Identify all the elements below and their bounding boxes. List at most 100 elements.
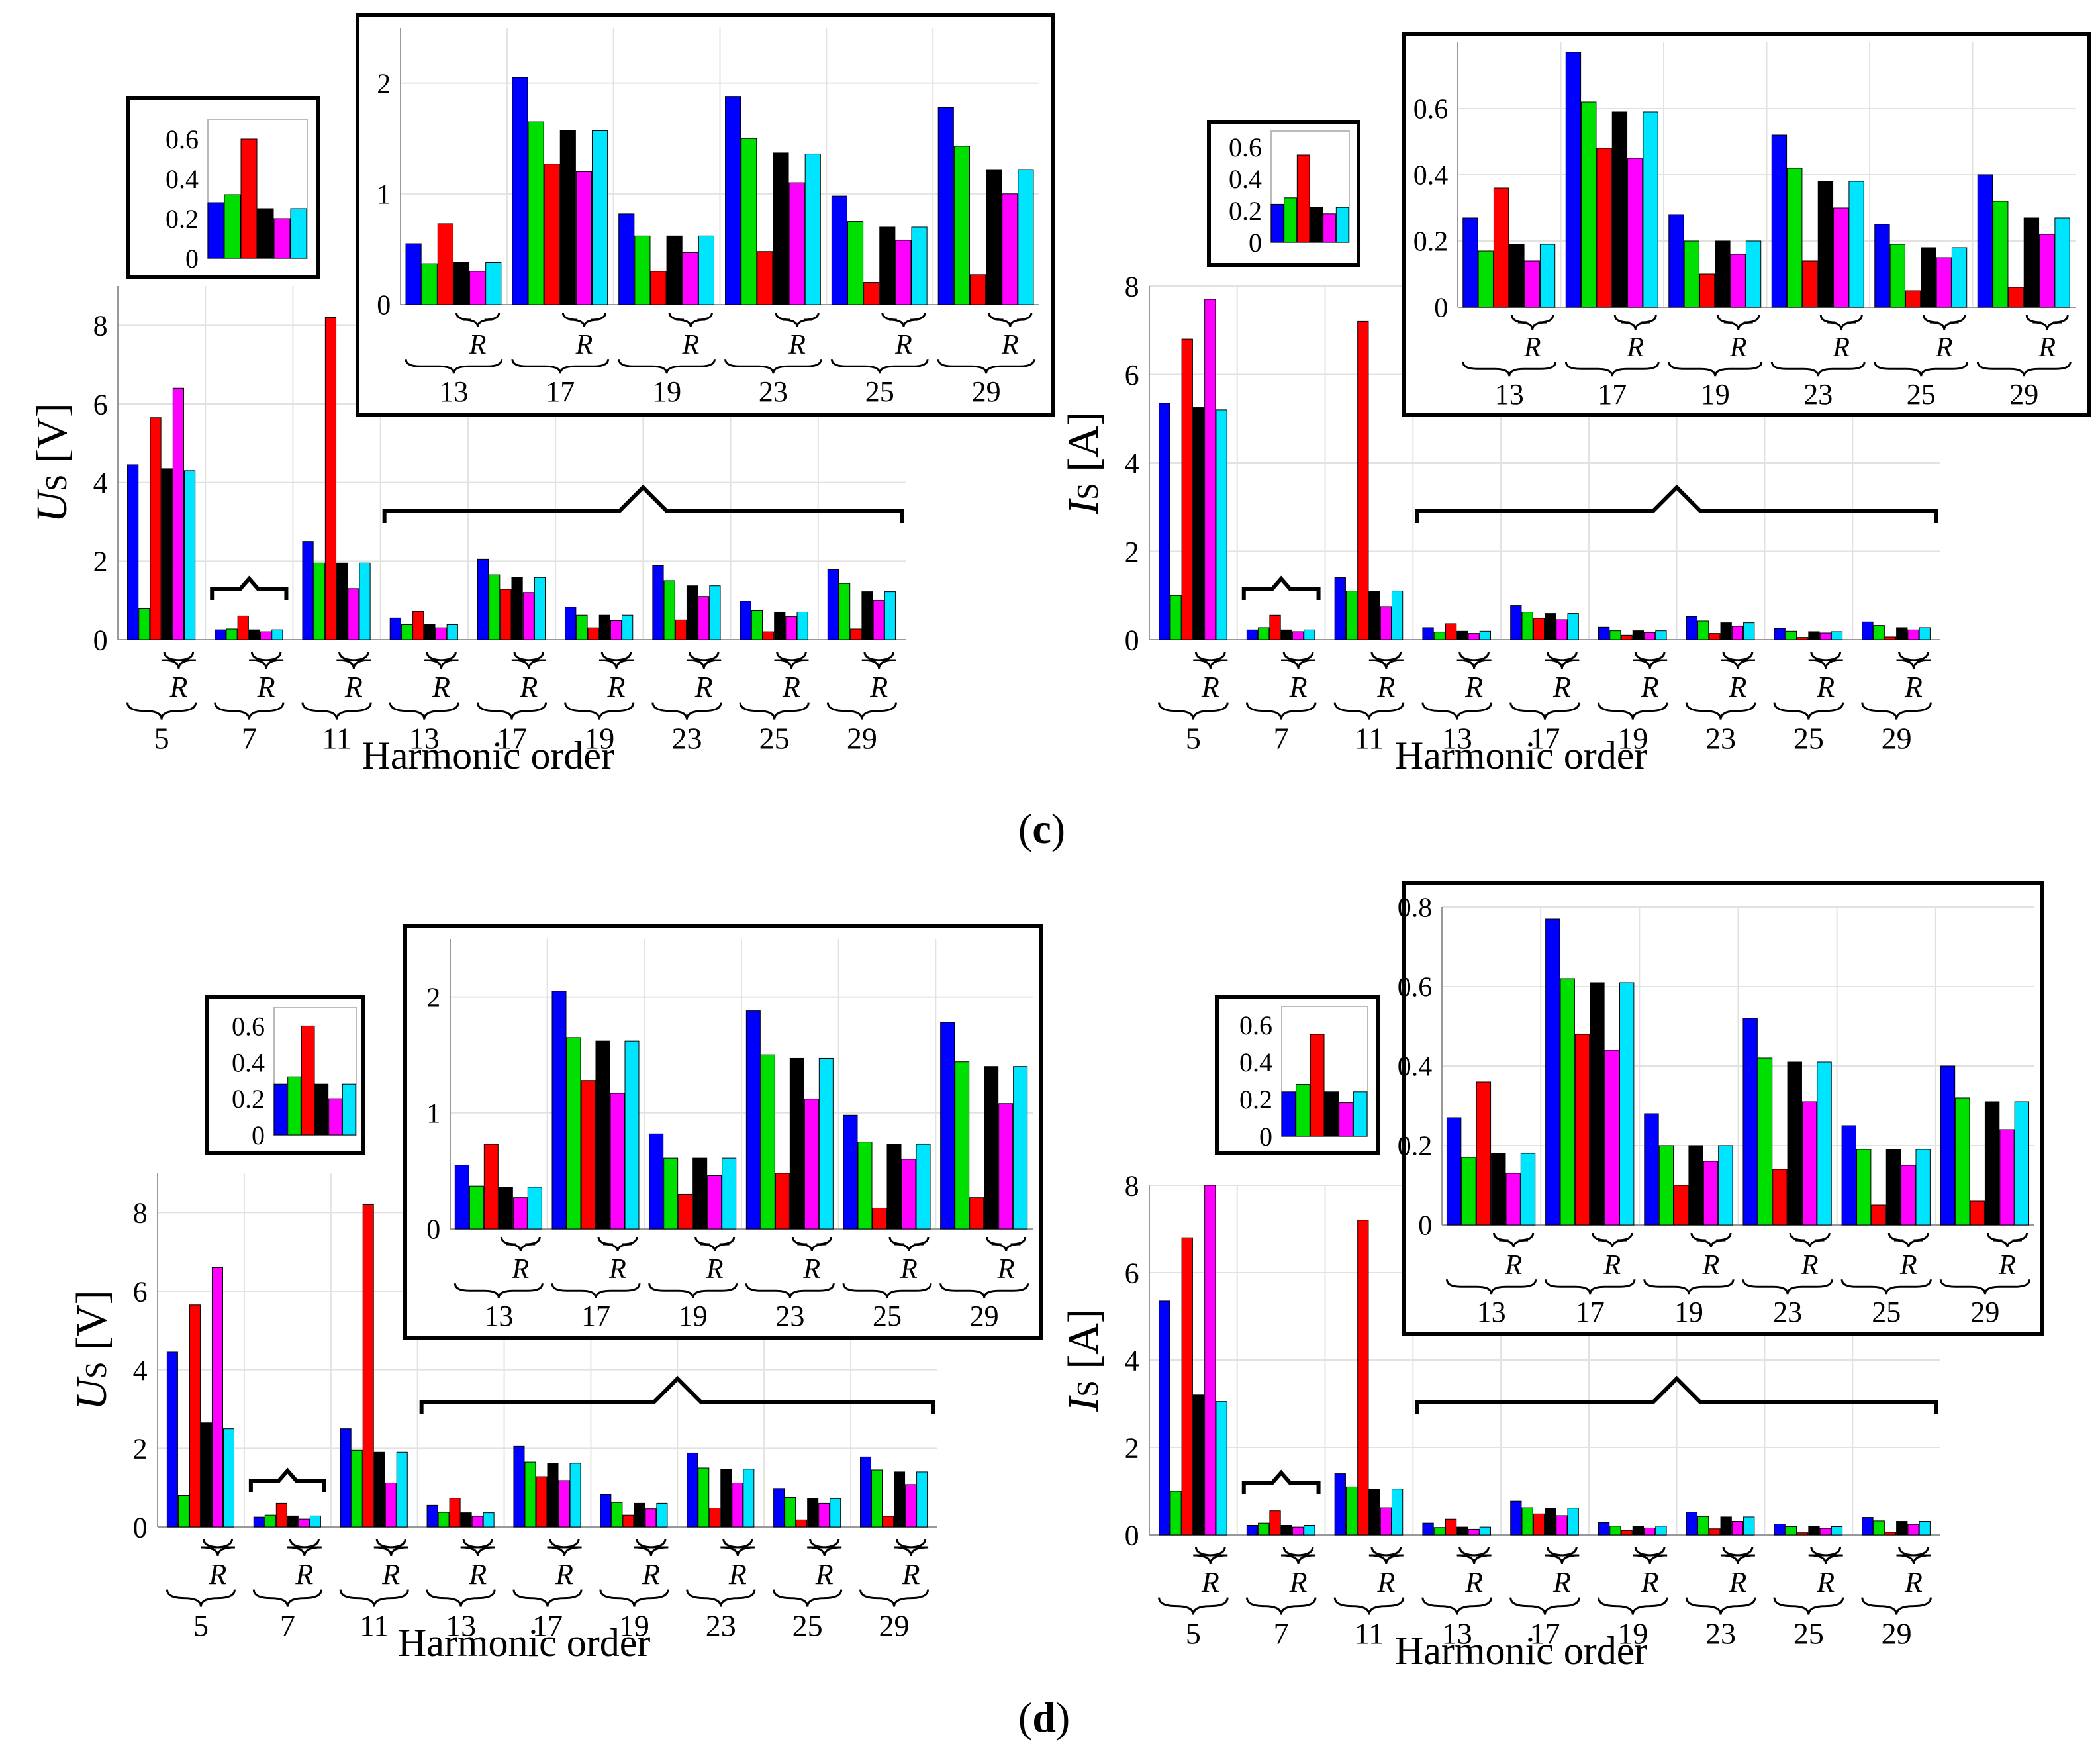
c-current-large-bar-g5-s4 — [2039, 234, 2055, 308]
c-current-main-r-marker-5: R — [1641, 671, 1659, 703]
d-current-main-category-label-5: 19 — [1617, 1616, 1648, 1650]
c-voltage-large-bar-g3-s2 — [757, 251, 773, 305]
d-voltage-ylabel-unit: [V] — [68, 1290, 116, 1361]
c-current-main-brace-group-7 — [1773, 702, 1844, 720]
d-current-ylabel: IS [A] — [1059, 1308, 1108, 1412]
c-voltage-main-bar-g0-s0 — [127, 464, 139, 640]
d-voltage-big-bracket — [419, 1375, 935, 1414]
d-voltage-large-ytick-2: 2 — [426, 983, 440, 1013]
d-voltage-large-bar-g3-s3 — [789, 1057, 804, 1230]
c-voltage-large-brace-group-5 — [937, 359, 1035, 374]
c-voltage-main-bar-g7-s3 — [774, 611, 786, 640]
c-current-large-bar-g5-s2 — [2008, 287, 2024, 308]
d-current-large-r-marker-4: R — [1899, 1250, 1917, 1281]
c-current-large-bar-g5-s5 — [2054, 217, 2070, 308]
c-voltage-large-bar-g2-s1 — [634, 235, 651, 305]
d-current-main-brace-r-1 — [1281, 1546, 1316, 1565]
d-current-large-bar-g0-s0 — [1446, 1117, 1462, 1226]
d-voltage-main-brace-group-8 — [859, 1589, 930, 1607]
c-current-main-bar-g8-s0 — [1862, 621, 1874, 640]
d-current-large-bar-g4-s3 — [1885, 1149, 1901, 1226]
d-voltage-large-bar-g4-s2 — [872, 1207, 887, 1230]
d-current-main-r-marker-7: R — [1816, 1566, 1835, 1598]
d-voltage-large-r-marker-2: R — [706, 1254, 724, 1285]
d-voltage-main-bar-g0-s3 — [200, 1422, 212, 1528]
d-voltage-main-bar-g2-s0 — [340, 1428, 352, 1528]
c-voltage-large-bar-g5-s4 — [1002, 193, 1018, 305]
c-voltage-main-r-marker-6: R — [694, 671, 713, 703]
d-voltage-large-category-label-5: 29 — [970, 1300, 999, 1332]
d-voltage-ylabel-subscript: S — [79, 1361, 113, 1379]
c-current-large-ytick-2: 0.4 — [1413, 161, 1449, 191]
d-voltage-large-brace-r-5 — [986, 1236, 1027, 1252]
c-voltage-large-bar-g1-s2 — [544, 164, 560, 305]
d-current-main-bar-g7-s4 — [1819, 1528, 1831, 1536]
d-voltage-main-bar-g5-s2 — [622, 1514, 634, 1528]
d-voltage-main-bar-g7-s0 — [773, 1488, 785, 1528]
c-current-large-bar-g5-s3 — [2023, 217, 2040, 308]
c-current-main-category-label-7: 25 — [1793, 721, 1824, 755]
c-current-large-r-marker-2: R — [1729, 332, 1747, 363]
d-voltage-large-bar-g4-s0 — [843, 1114, 858, 1230]
c-current-main-brace-group-0 — [1158, 702, 1229, 720]
c-current-main-bar-g8-s5 — [1919, 627, 1931, 640]
c-voltage-main-category-label-8: 29 — [847, 721, 877, 755]
d-voltage-main-bar-g2-s4 — [385, 1483, 397, 1528]
d-current-main-brace-r-0 — [1193, 1546, 1228, 1565]
c-current-main-bar-g1-s5 — [1304, 629, 1315, 640]
c-voltage-large-bar-g4-s5 — [911, 226, 928, 305]
c-voltage-main-bar-g0-s4 — [172, 387, 184, 640]
d-voltage-large-brace-group-1 — [551, 1283, 641, 1298]
d-current-main-brace-group-3 — [1421, 1597, 1493, 1615]
d-voltage-large-bar-g2-s0 — [649, 1133, 664, 1230]
c-current-large-bar-g0-s0 — [1462, 217, 1478, 308]
c-voltage-main-brace-group-2 — [301, 702, 372, 720]
d-voltage-large-r-marker-3: R — [803, 1254, 821, 1285]
c-current-large-bar-g5-s1 — [1993, 201, 2009, 308]
d-voltage-main-brace-r-3 — [460, 1538, 495, 1557]
c-voltage-main-bar-g6-s3 — [686, 585, 698, 640]
d-current-main-bar-g3-s1 — [1433, 1527, 1445, 1536]
label-d-close: ) — [1055, 1694, 1071, 1741]
c-current-large-bar-g2-s0 — [1668, 214, 1684, 308]
c-voltage-large-brace-group-4 — [830, 359, 929, 374]
d-current-main-brace-group-4 — [1509, 1597, 1580, 1615]
d-current-large-bar-g4-s1 — [1856, 1149, 1872, 1226]
d-voltage-main-bar-g8-s3 — [894, 1471, 906, 1528]
c-voltage-large-category-label-5: 29 — [972, 375, 1001, 408]
c-current-main-bar-g2-s3 — [1368, 591, 1380, 640]
c-voltage-main-r-marker-2: R — [344, 671, 363, 703]
c-voltage-main-bar-g2-s5 — [359, 562, 371, 640]
d-voltage-small-bracket — [248, 1467, 326, 1492]
d-current-main-bar-g5-s0 — [1598, 1522, 1610, 1536]
d-voltage-main-brace-group-1 — [252, 1589, 322, 1607]
c-current-large-category-label-1: 17 — [1598, 378, 1627, 411]
d-current-main-r-marker-6: R — [1729, 1566, 1747, 1598]
d-current-main-bar-g6-s2 — [1709, 1528, 1721, 1536]
d-voltage-main-bar-g1-s0 — [253, 1516, 265, 1528]
d-voltage-main-bar-g8-s5 — [916, 1471, 928, 1528]
d-voltage-large-category-label-0: 13 — [484, 1300, 513, 1332]
d-voltage-large-bar-g0-s0 — [454, 1165, 469, 1230]
d-voltage-large-bar-g3-s5 — [818, 1057, 834, 1230]
d-current-main-bar-g1-s5 — [1304, 1524, 1315, 1536]
d-voltage-large-bar-g3-s0 — [745, 1010, 761, 1230]
d-voltage-large-r-marker-5: R — [997, 1254, 1015, 1285]
d-voltage-main-bar-g8-s1 — [871, 1469, 883, 1528]
c-current-main-bar-g0-s1 — [1170, 595, 1182, 640]
c-voltage-large-brace-r-4 — [881, 312, 926, 328]
d-current-main-bar-g8-s2 — [1884, 1532, 1897, 1536]
c-current-main-bar-g7-s3 — [1808, 631, 1820, 640]
d-voltage-large-ytick-1: 1 — [426, 1099, 440, 1130]
panel-label-c: (c) — [1018, 805, 1065, 854]
c-current-small-bar-g0-s0 — [1270, 203, 1284, 243]
c-voltage-large-r-marker-0: R — [469, 330, 487, 360]
d-current-main-bar-g0-s0 — [1159, 1300, 1170, 1536]
d-voltage-main-bar-g8-s4 — [905, 1484, 917, 1528]
c-current-main-category-label-3: 13 — [1442, 721, 1472, 755]
d-voltage-large-r-marker-0: R — [512, 1254, 530, 1285]
d-voltage-small-bar-g0-s1 — [287, 1076, 301, 1136]
c-current-main-bar-g4-s2 — [1533, 618, 1545, 640]
d-current-main-bar-g8-s5 — [1919, 1521, 1931, 1536]
c-current-main-ytick-4: 8 — [1125, 270, 1139, 303]
